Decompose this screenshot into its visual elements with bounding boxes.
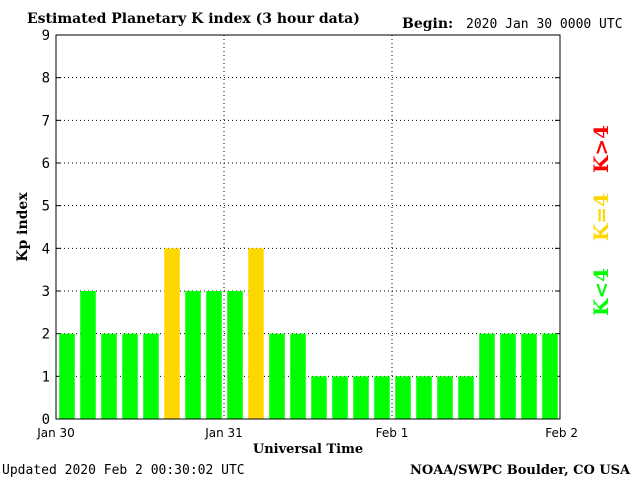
chart-title: Estimated Planetary K index (3 hour data… bbox=[27, 11, 360, 27]
kp-bar bbox=[416, 376, 432, 419]
plot-frame bbox=[55, 34, 561, 420]
y-tick-label: 2 bbox=[42, 327, 50, 343]
y-tick-label: 7 bbox=[42, 113, 50, 129]
y-axis-label: Kp index bbox=[15, 192, 31, 262]
footer-updated: Updated 2020 Feb 2 00:30:02 UTC bbox=[2, 463, 245, 478]
x-tick-label: Feb 1 bbox=[376, 426, 409, 440]
x-axis-label: Universal Time bbox=[253, 442, 363, 457]
kp-bar bbox=[185, 291, 201, 419]
kp-bar bbox=[374, 376, 390, 419]
kp-bar bbox=[353, 376, 369, 419]
bars-group bbox=[59, 248, 558, 419]
y-tick-labels: 0 1 2 3 4 5 6 7 8 9 bbox=[42, 28, 50, 428]
x-tick-label: Feb 2 bbox=[545, 426, 578, 440]
kp-bar bbox=[500, 333, 516, 419]
kp-bar bbox=[395, 376, 411, 419]
begin-value: 2020 Jan 30 0000 UTC bbox=[466, 17, 623, 32]
y-tick-label: 0 bbox=[42, 412, 50, 428]
y-tick-label: 8 bbox=[42, 71, 50, 87]
kp-bar bbox=[206, 291, 222, 419]
y-tick-label: 3 bbox=[42, 284, 50, 300]
footer-credit: NOAA/SWPC Boulder, CO USA bbox=[410, 463, 631, 478]
kp-bar bbox=[437, 376, 453, 419]
kp-bar bbox=[164, 248, 180, 419]
kp-bar bbox=[122, 333, 138, 419]
kp-bar bbox=[227, 291, 243, 419]
kp-bar bbox=[542, 333, 558, 419]
kp-bar bbox=[248, 248, 264, 419]
legend-eq: K=4 bbox=[589, 193, 613, 241]
y-tick-label: 5 bbox=[42, 199, 50, 215]
kp-bar bbox=[101, 333, 117, 419]
kp-bar bbox=[332, 376, 348, 419]
x-tick-labels: Jan 30 Jan 31 Feb 1 Feb 2 bbox=[36, 426, 578, 440]
kp-bar bbox=[290, 333, 306, 419]
kp-bar bbox=[311, 376, 327, 419]
legend-high: K>4 bbox=[589, 125, 613, 173]
begin-label: Begin: bbox=[402, 16, 453, 32]
y-tick-label: 1 bbox=[42, 369, 50, 385]
x-tick-label: Jan 30 bbox=[36, 426, 75, 440]
kp-bar bbox=[479, 333, 495, 419]
kp-bar bbox=[269, 333, 285, 419]
y-tick-label: 6 bbox=[42, 156, 50, 172]
y-tick-label: 4 bbox=[42, 241, 50, 257]
plot-area bbox=[56, 34, 560, 420]
kp-bar bbox=[458, 376, 474, 419]
x-tick-label: Jan 31 bbox=[204, 426, 243, 440]
kp-bar bbox=[521, 333, 537, 419]
kp-bar bbox=[59, 333, 75, 419]
legend-low: K<4 bbox=[589, 268, 613, 316]
kp-bar bbox=[80, 291, 96, 419]
y-tick-label: 9 bbox=[42, 28, 50, 44]
kp-bar bbox=[143, 333, 159, 419]
